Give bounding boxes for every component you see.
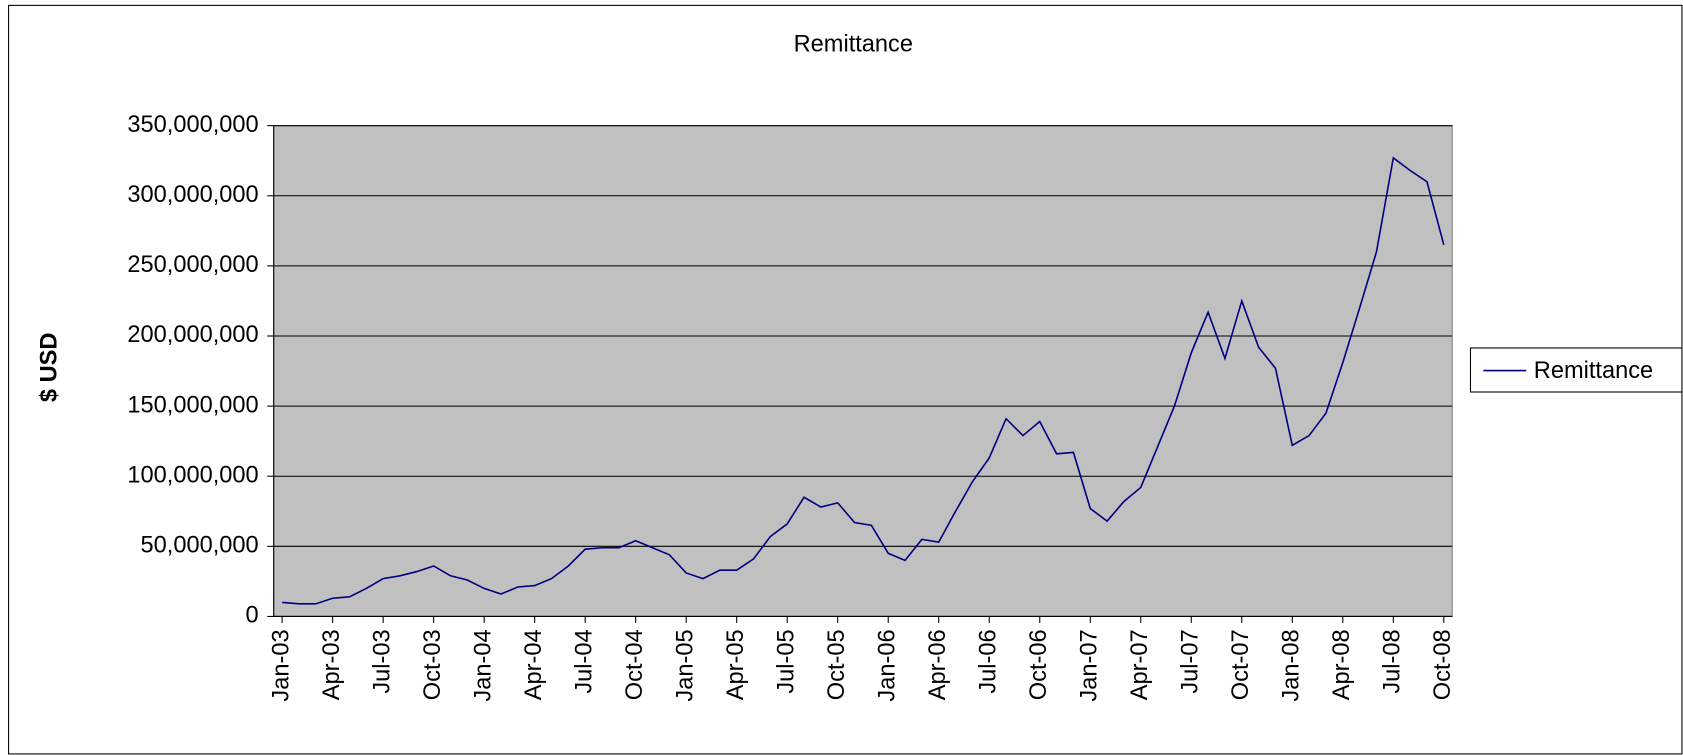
- x-tick-label: Apr-07: [1127, 629, 1153, 700]
- x-tick-label: Jul-04: [571, 629, 597, 693]
- legend-label: Remittance: [1534, 358, 1653, 384]
- series-line: [282, 156, 1445, 605]
- x-tick-label: Jan-04: [470, 629, 496, 701]
- x-tick-label: Oct-04: [622, 629, 648, 700]
- x-tick-label: Apr-06: [925, 629, 951, 700]
- y-tick-label: 150,000,000: [127, 392, 258, 418]
- x-tick-label: Oct-08: [1430, 629, 1456, 700]
- y-tick-label: 200,000,000: [127, 322, 258, 348]
- x-tick-label: Jan-08: [1279, 629, 1305, 701]
- x-tick-label: Oct-06: [1026, 629, 1052, 700]
- x-tick-label: Apr-05: [723, 629, 749, 700]
- x-tick-label: Oct-07: [1228, 629, 1254, 700]
- x-tick-label: Apr-04: [521, 629, 547, 700]
- x-tick-label: Oct-05: [824, 629, 850, 700]
- x-tick-label: Jan-06: [874, 629, 900, 701]
- x-tick-label: Apr-03: [319, 629, 345, 700]
- y-tick-label: 100,000,000: [127, 462, 258, 488]
- plot-area: [273, 125, 1453, 617]
- x-tick-label: Apr-08: [1329, 629, 1355, 700]
- x-tick-label: Oct-03: [420, 629, 446, 700]
- x-tick-label: Jul-03: [369, 629, 395, 693]
- y-tick-label: 250,000,000: [127, 252, 258, 278]
- y-tick-label: 350,000,000: [127, 112, 258, 138]
- y-tick-label: 300,000,000: [127, 182, 258, 208]
- x-tick-label: Jan-05: [672, 629, 698, 701]
- y-axis-title: $ USD: [37, 333, 63, 403]
- chart-title: Remittance: [794, 31, 913, 57]
- y-tick-label: 0: [246, 603, 259, 629]
- y-tick-label: 50,000,000: [141, 533, 259, 559]
- x-tick-label: Jul-06: [975, 629, 1001, 693]
- x-tick-label: Jul-07: [1178, 629, 1204, 693]
- x-tick-label: Jan-07: [1076, 629, 1102, 701]
- x-tick-label: Jan-03: [268, 629, 294, 701]
- x-tick-label: Jul-08: [1380, 629, 1406, 693]
- x-tick-label: Jul-05: [773, 629, 799, 693]
